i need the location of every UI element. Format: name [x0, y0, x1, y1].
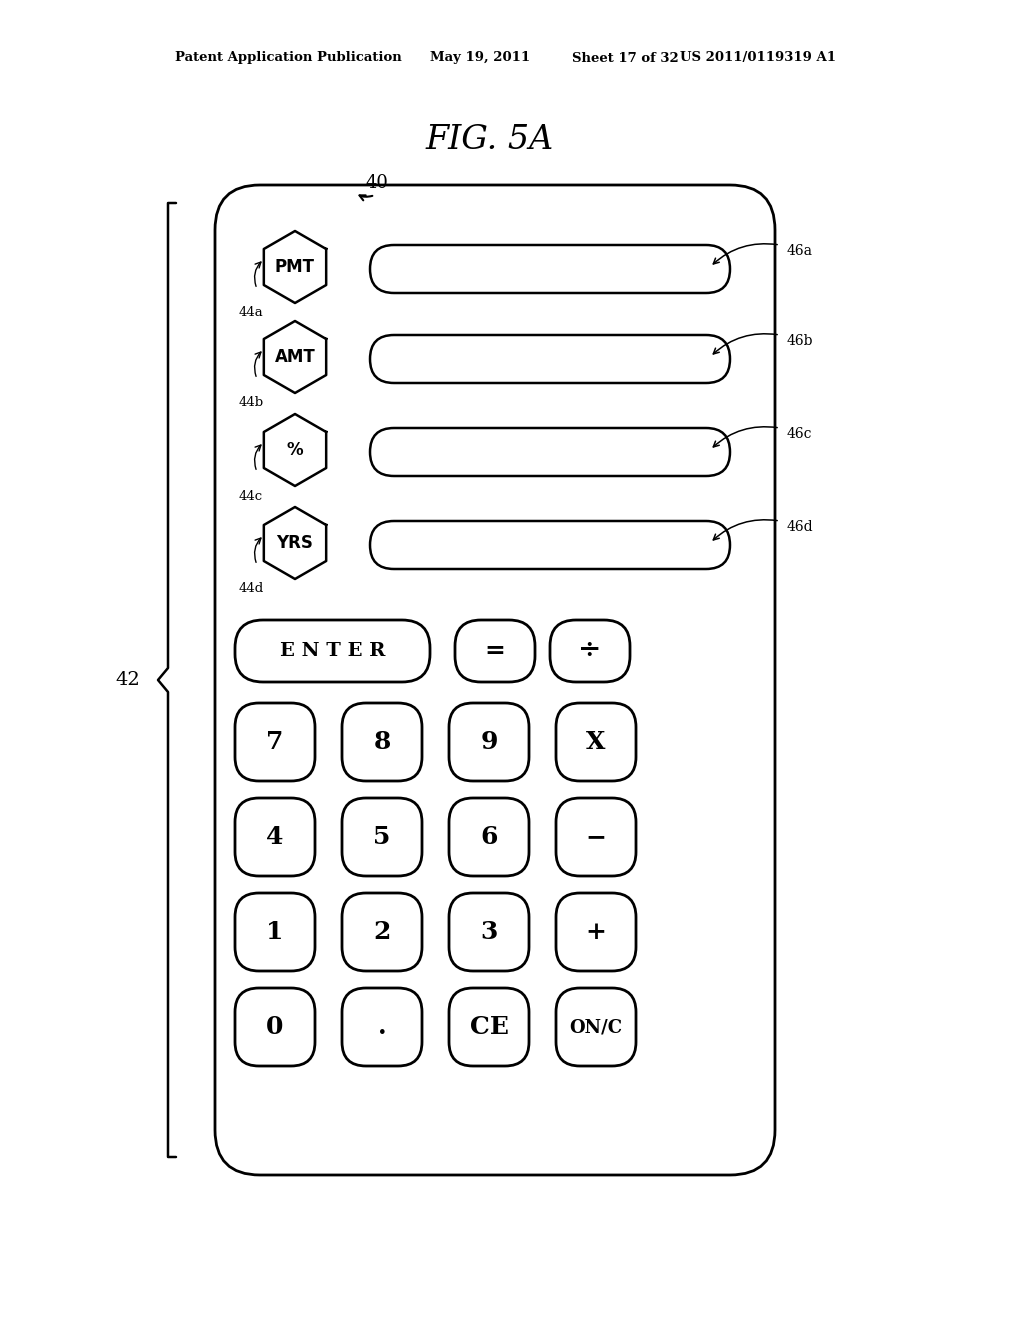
FancyBboxPatch shape — [370, 246, 730, 293]
Text: 3: 3 — [480, 920, 498, 944]
Text: US 2011/0119319 A1: US 2011/0119319 A1 — [680, 51, 836, 65]
FancyBboxPatch shape — [342, 799, 422, 876]
Text: +: + — [586, 920, 606, 944]
Text: 2: 2 — [374, 920, 391, 944]
FancyBboxPatch shape — [449, 799, 529, 876]
FancyBboxPatch shape — [449, 704, 529, 781]
Text: .: . — [378, 1015, 386, 1039]
Text: 46b: 46b — [787, 334, 813, 348]
Text: 0: 0 — [266, 1015, 284, 1039]
Polygon shape — [264, 414, 327, 486]
FancyBboxPatch shape — [215, 185, 775, 1175]
FancyBboxPatch shape — [449, 987, 529, 1067]
Polygon shape — [264, 321, 327, 393]
FancyBboxPatch shape — [234, 894, 315, 972]
Text: May 19, 2011: May 19, 2011 — [430, 51, 530, 65]
Text: 1: 1 — [266, 920, 284, 944]
Text: PMT: PMT — [275, 257, 315, 276]
FancyBboxPatch shape — [556, 704, 636, 781]
Text: 7: 7 — [266, 730, 284, 754]
Text: ÷: ÷ — [579, 638, 602, 664]
FancyBboxPatch shape — [234, 620, 430, 682]
Text: FIG. 5A: FIG. 5A — [426, 124, 554, 156]
FancyBboxPatch shape — [370, 335, 730, 383]
Text: 9: 9 — [480, 730, 498, 754]
Text: CE: CE — [470, 1015, 509, 1039]
Text: 42: 42 — [116, 671, 140, 689]
Text: 44c: 44c — [239, 490, 263, 503]
Text: 44b: 44b — [239, 396, 264, 409]
Text: ON/C: ON/C — [569, 1018, 623, 1036]
Text: 6: 6 — [480, 825, 498, 849]
Text: Patent Application Publication: Patent Application Publication — [175, 51, 401, 65]
FancyBboxPatch shape — [550, 620, 630, 682]
Text: %: % — [287, 441, 303, 459]
Text: 44a: 44a — [239, 306, 264, 319]
Text: 5: 5 — [374, 825, 391, 849]
FancyBboxPatch shape — [342, 894, 422, 972]
FancyBboxPatch shape — [556, 987, 636, 1067]
Text: X: X — [587, 730, 606, 754]
Text: 8: 8 — [374, 730, 391, 754]
Polygon shape — [264, 507, 327, 579]
Polygon shape — [264, 231, 327, 304]
FancyBboxPatch shape — [342, 987, 422, 1067]
FancyBboxPatch shape — [556, 894, 636, 972]
Text: 40: 40 — [365, 174, 388, 191]
FancyBboxPatch shape — [234, 799, 315, 876]
FancyBboxPatch shape — [370, 428, 730, 477]
Text: AMT: AMT — [274, 348, 315, 366]
Text: −: − — [586, 825, 606, 849]
Text: 46d: 46d — [787, 520, 814, 535]
FancyBboxPatch shape — [342, 704, 422, 781]
FancyBboxPatch shape — [234, 704, 315, 781]
Text: E N T E R: E N T E R — [280, 642, 385, 660]
Text: YRS: YRS — [276, 535, 313, 552]
Text: 44d: 44d — [239, 582, 264, 595]
Text: Sheet 17 of 32: Sheet 17 of 32 — [572, 51, 679, 65]
FancyBboxPatch shape — [370, 521, 730, 569]
FancyBboxPatch shape — [449, 894, 529, 972]
FancyBboxPatch shape — [556, 799, 636, 876]
Text: 46c: 46c — [787, 426, 812, 441]
FancyBboxPatch shape — [234, 987, 315, 1067]
FancyBboxPatch shape — [455, 620, 535, 682]
Text: 4: 4 — [266, 825, 284, 849]
Text: =: = — [484, 639, 506, 663]
Text: 46a: 46a — [787, 244, 813, 257]
